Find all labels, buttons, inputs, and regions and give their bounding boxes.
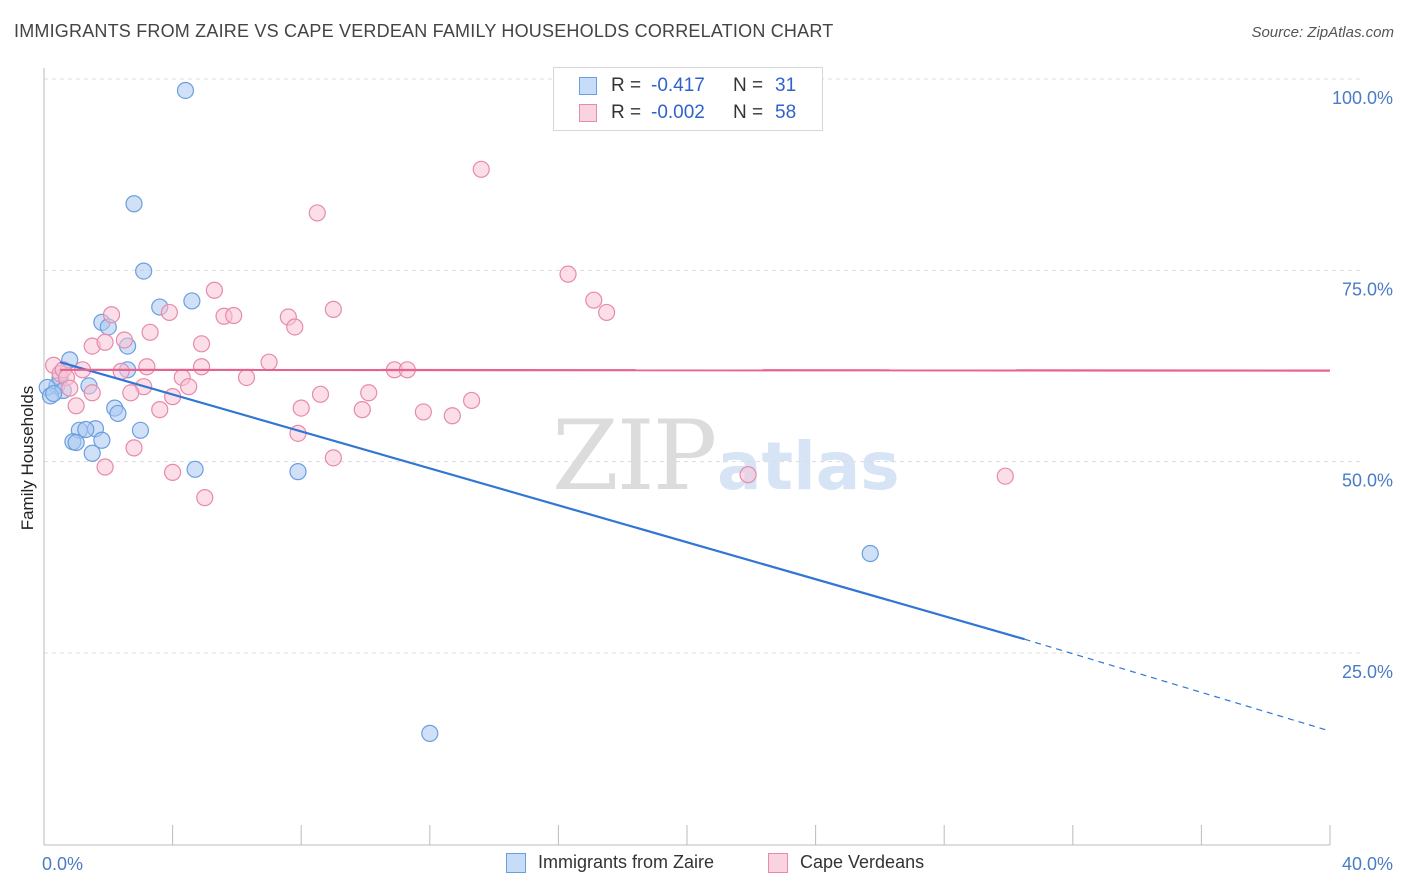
capeverde-point [225, 306, 243, 325]
legend-swatch-zaire [579, 77, 597, 95]
x-tick-label: 0.0% [42, 854, 83, 874]
correlation-legend: R = -0.417 N = 31 R = -0.002 N = 58 [553, 67, 823, 131]
zaire-trend-line [59, 361, 1025, 641]
y-tick-label: 50.0% [1342, 471, 1393, 491]
capeverde-point [739, 466, 757, 484]
capeverde-point [205, 281, 223, 299]
bottom-legend-label-zaire: Immigrants from Zaire [538, 852, 715, 872]
capeverde-point [115, 331, 133, 349]
capeverde-point [324, 300, 342, 318]
legend-n-value: 58 [775, 102, 797, 123]
y-tick-label: 75.0% [1342, 279, 1393, 299]
source-label: Source: ZipAtlas.com [1251, 24, 1394, 41]
capeverde-point [151, 401, 169, 419]
zaire-point [77, 420, 95, 439]
zaire-point [109, 404, 127, 423]
capeverde-point [122, 384, 140, 402]
legend-r-value: -0.002 [651, 102, 705, 123]
capeverde-point [160, 303, 178, 322]
chart-title: IMMIGRANTS FROM ZAIRE VS CAPE VERDEAN FA… [14, 21, 834, 41]
capeverde-point [311, 385, 330, 403]
zaire-point [131, 421, 150, 439]
legend-n-value: 31 [775, 75, 797, 96]
zaire-point [135, 262, 153, 280]
capeverde-point [559, 265, 577, 283]
zaire-point [289, 463, 307, 481]
y-tick-label: 25.0% [1342, 662, 1393, 682]
legend-row-zaire: R = -0.417 N = 31 [554, 73, 796, 99]
capeverde-point [138, 358, 156, 376]
zaire-point [176, 81, 195, 100]
capeverde-point [196, 489, 214, 507]
capeverde-point [102, 306, 121, 324]
zaire-point [183, 292, 201, 310]
watermark-zip: ZIP [552, 400, 717, 512]
bottom-legend-swatch-capeverde [768, 852, 788, 873]
capeverde-point [308, 204, 326, 222]
bottom-legend-capeverde: Cape Verdeans [768, 852, 924, 873]
capeverde-point [125, 439, 143, 457]
capeverde-trend-line [60, 368, 1331, 372]
capeverde-point [180, 378, 198, 396]
legend-r-label: R = [611, 75, 642, 96]
zaire-point [186, 460, 204, 478]
zaire-point [67, 433, 85, 452]
capeverde-point [164, 463, 182, 481]
capeverde-point [472, 160, 490, 178]
capeverde-point [67, 397, 85, 415]
capeverde-point [598, 303, 616, 322]
capeverde-point [360, 384, 378, 402]
capeverde-point [237, 368, 256, 387]
zaire-point [93, 431, 111, 449]
capeverde-point [286, 318, 304, 336]
capeverde-point [996, 467, 1014, 485]
capeverde-point [353, 401, 371, 419]
capeverde-point [260, 353, 278, 371]
legend-r-label: R = [611, 102, 642, 123]
capeverde-point [292, 399, 310, 417]
capeverde-point [324, 449, 342, 467]
capeverde-point [414, 403, 432, 421]
zaire-point [421, 724, 439, 742]
zaire-point [45, 384, 63, 403]
capeverde-point [112, 362, 130, 380]
capeverde-point [192, 358, 211, 376]
legend-swatch-capeverde [579, 104, 597, 122]
zaire-trend-extension [1024, 638, 1331, 732]
zaire-point [83, 444, 101, 462]
capeverde-point [192, 335, 211, 353]
capeverde-point [61, 379, 79, 397]
legend-r-value: -0.417 [651, 75, 705, 96]
legend-n-label: N = [733, 75, 764, 96]
y-tick-label: 100.0% [1332, 88, 1393, 108]
bottom-legend-label-capeverde: Cape Verdeans [800, 852, 925, 872]
zaire-point [861, 544, 879, 563]
capeverde-point [141, 323, 159, 341]
capeverde-point [585, 291, 603, 309]
x-tick-label: 40.0% [1342, 854, 1393, 874]
zaire-point [125, 195, 143, 213]
bottom-legend-swatch-zaire [506, 852, 526, 873]
capeverde-point [96, 333, 114, 351]
capeverde-point [289, 424, 307, 442]
bottom-legend-zaire: Immigrants from Zaire [506, 852, 714, 873]
capeverde-point [443, 407, 461, 425]
capeverde-point [96, 458, 114, 476]
capeverde-point [83, 384, 101, 402]
legend-row-capeverde: R = -0.002 N = 58 [554, 100, 796, 126]
capeverde-point [462, 391, 481, 410]
legend-n-label: N = [733, 102, 764, 123]
